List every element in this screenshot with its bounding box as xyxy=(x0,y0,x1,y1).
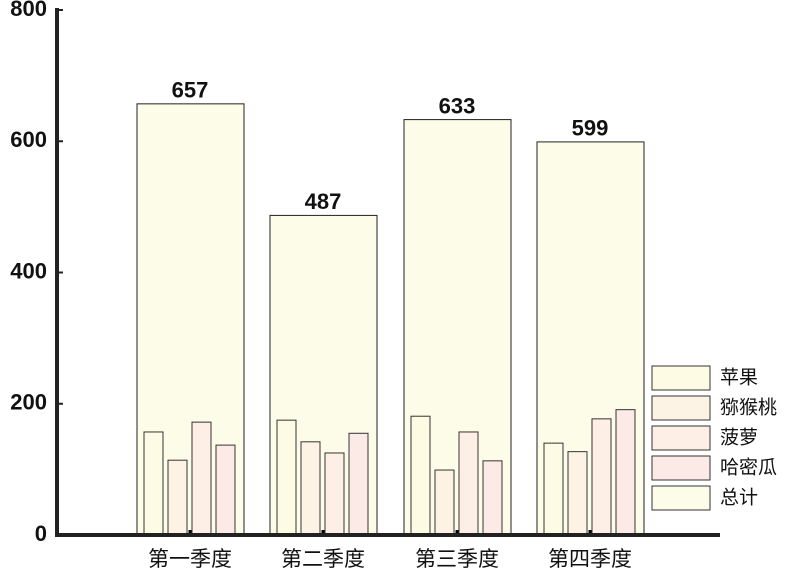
value-label: 599 xyxy=(572,116,609,141)
x-tick-label: 第二季度 xyxy=(281,547,365,571)
y-tick-label: 800 xyxy=(10,0,47,21)
bar xyxy=(143,431,164,536)
bar xyxy=(458,431,479,536)
bar xyxy=(615,409,636,536)
y-tick-label: 200 xyxy=(10,390,47,415)
bar xyxy=(167,459,188,536)
bar xyxy=(410,415,431,536)
bar xyxy=(324,452,345,536)
value-label: 657 xyxy=(172,78,209,103)
bar xyxy=(215,444,236,536)
legend-swatch xyxy=(651,395,711,421)
legend-swatch xyxy=(651,365,711,391)
bar xyxy=(567,451,588,536)
bar xyxy=(276,419,297,536)
legend-swatch xyxy=(651,455,711,481)
y-tick-label: 400 xyxy=(10,258,47,283)
bar xyxy=(591,418,612,536)
x-tick-label: 第一季度 xyxy=(148,547,232,571)
legend-label: 猕猴桃 xyxy=(720,397,777,419)
bar xyxy=(191,421,212,536)
legend-swatch xyxy=(651,485,711,511)
bar xyxy=(300,441,321,536)
legend-label: 菠萝 xyxy=(720,427,758,449)
y-tick-label: 600 xyxy=(10,127,47,152)
legend-label: 哈密瓜 xyxy=(720,457,777,479)
legend-label: 总计 xyxy=(720,487,758,509)
value-label: 633 xyxy=(439,93,476,118)
bar xyxy=(543,442,564,536)
legend-swatch xyxy=(651,425,711,451)
y-tick-label: 0 xyxy=(35,521,47,546)
legend-label: 苹果 xyxy=(720,367,758,389)
value-label: 487 xyxy=(305,189,342,214)
x-tick-label: 第四季度 xyxy=(548,547,632,571)
x-tick-label: 第三季度 xyxy=(415,547,499,571)
bar xyxy=(482,460,503,536)
bar xyxy=(434,469,455,536)
bar xyxy=(348,432,369,536)
